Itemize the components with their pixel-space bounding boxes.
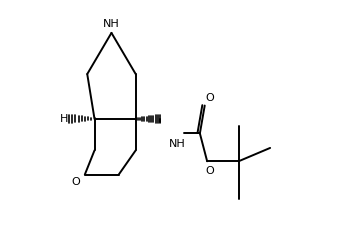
Text: NH: NH bbox=[103, 19, 120, 29]
Text: O: O bbox=[206, 93, 214, 103]
Text: O: O bbox=[71, 177, 80, 187]
Text: O: O bbox=[205, 166, 214, 176]
Text: H: H bbox=[60, 114, 69, 124]
Text: NH: NH bbox=[169, 139, 186, 149]
